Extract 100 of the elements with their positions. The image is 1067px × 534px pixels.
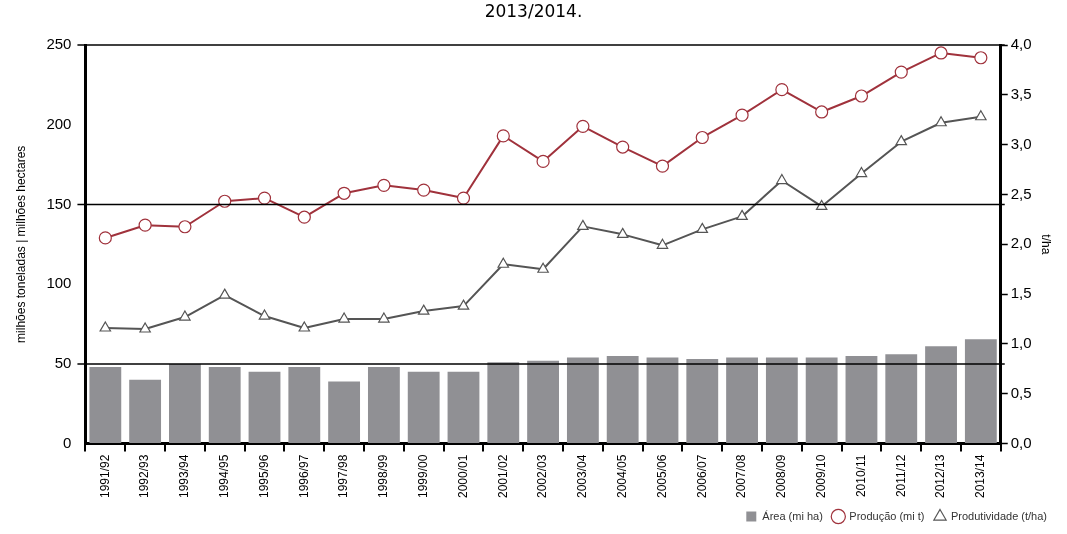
- point: [735, 108, 749, 122]
- chart-title: 2013/2014.: [483, 0, 584, 22]
- bar: [805, 357, 838, 444]
- y2-tick-label: 3,0: [1010, 134, 1032, 152]
- point: [417, 304, 430, 315]
- y2-tick-label: 0,0: [1010, 433, 1032, 451]
- x-tick-label: 1996/97: [296, 454, 311, 499]
- x-tick-label: 2003/04: [575, 454, 590, 499]
- point: [736, 209, 748, 221]
- x-tick-label: 1997/98: [336, 454, 351, 499]
- point: [298, 321, 311, 332]
- point: [496, 129, 510, 143]
- bar: [765, 357, 798, 444]
- point: [337, 186, 351, 200]
- y2-tick-label: 2,0: [1010, 234, 1032, 252]
- bar: [527, 360, 560, 444]
- point: [776, 173, 788, 185]
- point: [378, 312, 390, 323]
- point: [536, 154, 550, 168]
- y2-tick-label: 3,5: [1010, 84, 1032, 102]
- point: [99, 321, 112, 332]
- bar: [646, 357, 679, 444]
- x-tick-label: 2008/09: [774, 454, 789, 499]
- bar: [686, 359, 719, 444]
- point: [815, 105, 829, 119]
- y-tick-label: 100: [46, 274, 72, 292]
- point: [576, 119, 590, 133]
- point: [656, 238, 669, 249]
- point: [456, 191, 471, 205]
- point: [178, 220, 192, 234]
- point: [934, 46, 948, 60]
- point: [537, 262, 549, 273]
- y2-tick-label: 4,0: [1010, 35, 1032, 53]
- point: [616, 140, 630, 154]
- x-tick-label: 2010/11: [853, 454, 868, 498]
- bar: [328, 381, 361, 444]
- bar: [925, 346, 957, 444]
- y-tick-label: 150: [46, 194, 72, 212]
- point: [257, 191, 272, 205]
- bar: [487, 362, 520, 444]
- bar: [845, 355, 878, 444]
- x-tick-label: 2013/14: [973, 454, 988, 499]
- x-tick-label: 2001/02: [495, 454, 510, 499]
- point: [179, 310, 191, 321]
- point: [894, 65, 908, 79]
- point: [935, 116, 947, 127]
- x-tick-label: 1999/00: [416, 454, 431, 499]
- bar: [248, 371, 281, 444]
- point: [218, 194, 232, 208]
- bar: [964, 339, 997, 444]
- x-tick-label: 1993/94: [177, 454, 192, 499]
- x-tick-label: 2007/08: [734, 454, 749, 499]
- bar: [129, 379, 162, 444]
- y-axis-title: milhões toneladas | milhões hectares: [13, 145, 28, 343]
- point: [974, 51, 988, 65]
- x-tick-label: 1998/99: [376, 454, 391, 499]
- point: [775, 83, 789, 97]
- point: [696, 222, 709, 233]
- y2-tick-label: 0,5: [1010, 383, 1032, 401]
- legend-label: Área (mi ha): [762, 509, 823, 522]
- bar: [169, 363, 201, 444]
- point: [297, 210, 311, 224]
- legend-label: Produção (mi t): [849, 509, 925, 522]
- point: [616, 227, 629, 238]
- legend-label: Produtividade (t/ha): [951, 509, 1047, 522]
- point: [377, 178, 391, 192]
- y2-tick-label: 1,0: [1010, 334, 1032, 352]
- bar: [447, 371, 480, 444]
- point: [417, 183, 431, 197]
- point: [895, 135, 908, 146]
- point: [854, 89, 869, 103]
- y-tick-label: 250: [46, 35, 72, 53]
- bar: [726, 357, 758, 444]
- x-tick-label: 2012/13: [933, 454, 948, 499]
- x-tick-label: 2005/06: [654, 454, 669, 499]
- y2-tick-label: 2,5: [1010, 184, 1032, 202]
- bar: [89, 367, 122, 444]
- x-tick-label: 2004/05: [614, 454, 629, 499]
- y2-tick-label: 1,5: [1010, 284, 1032, 302]
- bar: [367, 367, 400, 444]
- bar: [606, 355, 639, 444]
- point: [218, 288, 231, 299]
- x-tick-label: 1994/95: [217, 454, 232, 499]
- bar: [407, 371, 440, 444]
- point: [577, 219, 589, 230]
- x-tick-label: 2002/03: [535, 454, 550, 499]
- point: [655, 159, 670, 173]
- x-tick-label: 2009/10: [813, 454, 828, 499]
- bar: [288, 367, 321, 444]
- bar: [885, 354, 918, 444]
- x-tick-label: 1992/93: [137, 454, 152, 499]
- point: [139, 322, 151, 333]
- point: [338, 312, 350, 323]
- bar: [208, 367, 241, 444]
- x-tick-label: 2011/12: [893, 454, 908, 498]
- point: [457, 299, 470, 310]
- point: [695, 130, 709, 145]
- point: [98, 231, 112, 245]
- point: [855, 166, 868, 178]
- point: [497, 257, 510, 268]
